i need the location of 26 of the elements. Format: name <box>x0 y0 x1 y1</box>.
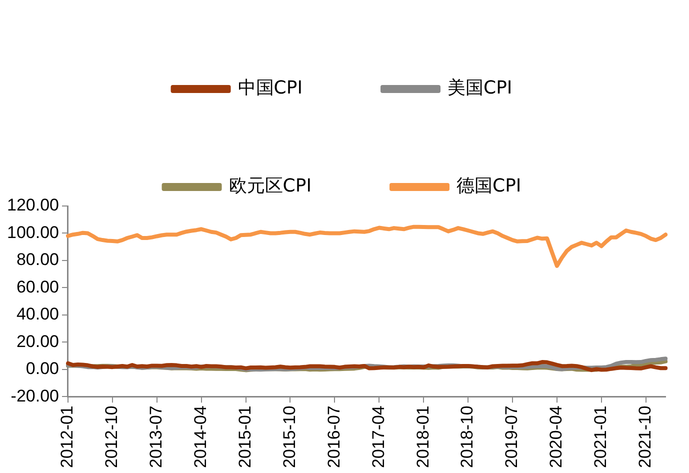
x-tick-label: 2016-07 <box>324 406 344 468</box>
x-tick-label: 2015-01 <box>235 406 254 468</box>
x-tick-label: 2013-07 <box>146 406 166 468</box>
y-tick-label: 100.00 <box>6 222 59 242</box>
x-tick-label: 2012-01 <box>58 406 77 468</box>
legend-label: 美国CPI <box>448 78 512 99</box>
y-tick-label: 60.00 <box>16 277 59 296</box>
x-tick-label: 2012-10 <box>102 406 122 468</box>
y-tick-label: 20.00 <box>16 332 59 351</box>
x-tick-label: 2015-10 <box>280 406 299 468</box>
y-tick-label: 40.00 <box>16 304 59 324</box>
y-tick-label: 0.00 <box>26 359 59 378</box>
legend-label: 德国CPI <box>456 176 522 197</box>
y-tick-label: -20.00 <box>10 386 59 406</box>
y-tick-label: 80.00 <box>16 250 59 270</box>
x-tick-label: 2018-10 <box>458 406 477 468</box>
y-tick-label: 120.00 <box>6 196 59 215</box>
legend-label: 欧元区CPI <box>228 176 312 197</box>
x-tick-label: 2018-01 <box>413 406 432 468</box>
legend-label: 中国CPI <box>238 78 303 99</box>
x-tick-label: 2014-04 <box>191 406 210 468</box>
x-tick-label: 2019-07 <box>502 406 522 468</box>
x-tick-label: 2021-01 <box>591 406 610 468</box>
x-tick-label: 2020-04 <box>546 406 566 468</box>
x-tick-label: 2017-04 <box>368 406 388 468</box>
x-tick-label: 2021-10 <box>636 406 655 468</box>
